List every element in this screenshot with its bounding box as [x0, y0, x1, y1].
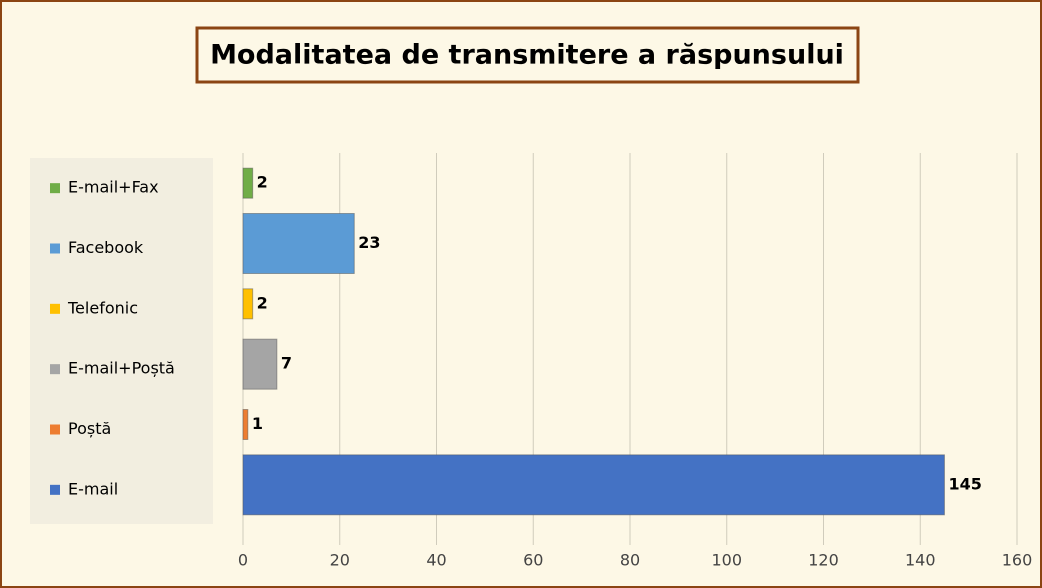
legend-label: E-mail: [68, 479, 118, 498]
x-tick-label: 40: [426, 551, 446, 570]
legend-box: [30, 158, 213, 524]
x-tick-label: 60: [523, 551, 543, 570]
bar: [242, 409, 249, 440]
legend-swatch: [50, 484, 60, 495]
x-tick-label: 160: [1002, 551, 1033, 570]
x-tick-label: 20: [330, 551, 350, 570]
legend-label: E-mail+Fax: [68, 178, 159, 197]
x-tick-label: 120: [808, 551, 839, 570]
title-box: [195, 26, 860, 84]
data-label: 1: [252, 414, 263, 433]
data-label: 2: [257, 293, 268, 312]
chart-title: Modalitatea de transmitere a răspunsului: [210, 40, 844, 71]
legend-swatch: [50, 243, 60, 254]
bar: [242, 288, 254, 320]
data-label: 23: [358, 233, 380, 252]
legend-swatch: [50, 183, 60, 194]
legend-swatch: [50, 303, 60, 314]
bar: [242, 338, 278, 390]
x-tick-label: 100: [711, 551, 742, 570]
legend-label: Poștă: [68, 419, 111, 438]
legend-swatch: [50, 364, 60, 375]
x-tick-label: 80: [620, 551, 640, 570]
data-label: 145: [948, 474, 981, 493]
data-label: 7: [281, 354, 292, 373]
legend-label: E-mail+Poștă: [68, 359, 175, 378]
bar: [242, 213, 355, 274]
bar: [242, 454, 945, 516]
legend-swatch: [50, 424, 60, 435]
legend-label: Facebook: [68, 238, 144, 257]
bar: [242, 167, 254, 199]
x-tick-label: 0: [238, 551, 248, 570]
data-label: 2: [257, 173, 268, 192]
legend-label: Telefonic: [67, 298, 138, 317]
x-tick-label: 140: [905, 551, 936, 570]
